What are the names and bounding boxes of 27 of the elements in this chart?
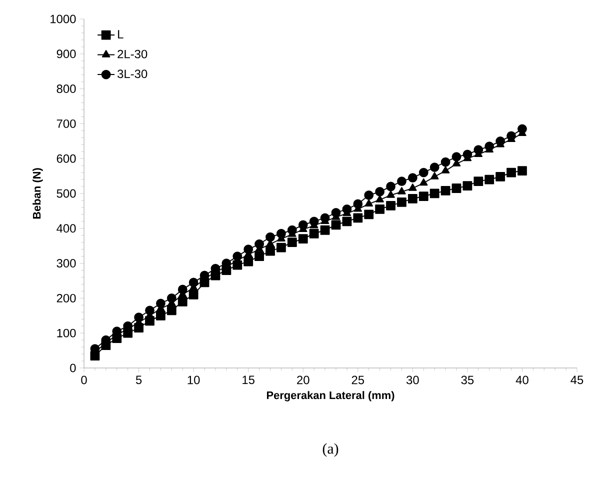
y-tick-label: 700: [56, 119, 76, 128]
y-axis-title: Beban (N): [32, 168, 43, 219]
y-tick-label: 0: [70, 364, 76, 372]
y-tick-label: 900: [56, 50, 76, 58]
legend-label: 2L-30: [118, 50, 148, 58]
y-tick-label: 800: [56, 84, 76, 94]
text: (a): [322, 443, 338, 457]
y-tick-label: 500: [56, 189, 76, 198]
y-tick-label: 1000: [50, 14, 76, 24]
x-tick-label: 40: [516, 376, 528, 384]
x-tick-label: 15: [242, 376, 254, 384]
y-tick-label: 600: [56, 154, 76, 163]
x-tick-label: 20: [297, 376, 310, 384]
y-tick-label: 300: [56, 259, 76, 268]
x-tick-label: 30: [406, 376, 419, 384]
x-tick-label: 5: [136, 376, 142, 384]
legend-label: L: [118, 30, 124, 38]
legend-label: 3L-30: [118, 70, 148, 78]
x-tick-label: 0: [81, 376, 87, 384]
x-axis-title: Pergerakan Lateral (mm): [266, 391, 394, 402]
x-tick-label: 25: [352, 376, 364, 384]
y-tick-label: 100: [57, 328, 76, 338]
y-tick-label: 200: [56, 294, 76, 302]
x-tick-label: 45: [570, 376, 584, 384]
x-tick-label: 35: [461, 376, 474, 384]
y-tick-label: 400: [56, 224, 76, 233]
x-tick-label: 10: [188, 376, 200, 384]
